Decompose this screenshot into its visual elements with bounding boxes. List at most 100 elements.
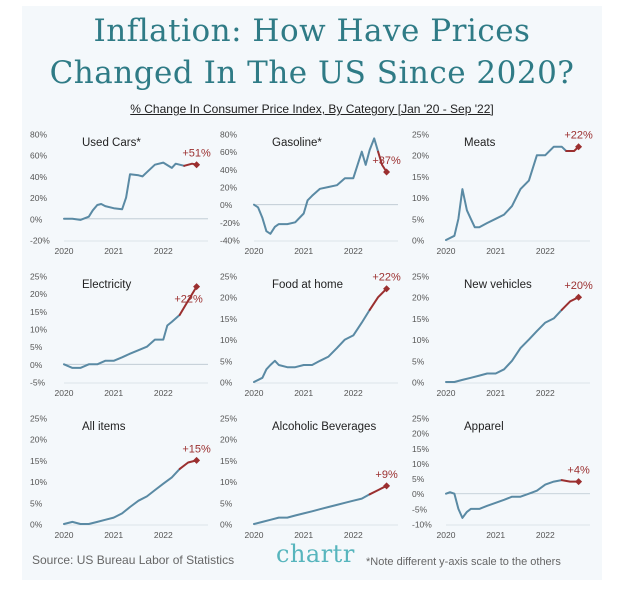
source-text: Source: US Bureau Labor of Statistics	[32, 553, 235, 567]
chart-svg: 25% 20% 15% 10% 5% 0% 2020 2021 2022 Food at home…	[220, 272, 401, 399]
end-value-label: +22%	[174, 294, 203, 306]
y-tick-label: 25%	[30, 414, 47, 424]
x-tick-label: 2021	[486, 246, 505, 256]
series-line	[63, 467, 181, 525]
y-tick-label: 10%	[220, 335, 237, 345]
end-value-label: +15%	[182, 443, 211, 455]
x-tick-label: 2021	[104, 388, 123, 398]
y-tick-label: 5%	[30, 498, 43, 508]
x-tick-label: 2022	[536, 246, 555, 256]
title-line-2: Changed In The US Since 2020?	[49, 55, 575, 91]
title-line-1: Inflation: How Have Prices	[93, 13, 531, 49]
y-tick-label: 25%	[412, 414, 429, 424]
end-point-marker	[383, 168, 391, 176]
end-value-label: +4%	[567, 465, 590, 477]
x-tick-label: 2020	[55, 388, 74, 398]
end-point-marker	[575, 143, 583, 151]
x-tick-label: 2022	[536, 388, 555, 398]
chart-svg: 25% 20% 15% 10% 5% 0% -5% 2020 2021 2022 Electrici…	[30, 272, 208, 398]
y-tick-label: 25%	[412, 272, 429, 282]
y-tick-label: 15%	[220, 456, 237, 466]
y-tick-label: -20%	[220, 218, 240, 228]
series-line	[445, 479, 563, 519]
y-tick-label: 5%	[412, 214, 425, 224]
y-tick-label: 25%	[30, 272, 47, 282]
panel-title: Electricity	[82, 279, 131, 291]
end-point-marker	[383, 285, 391, 293]
end-value-label: +9%	[375, 469, 398, 481]
x-tick-label: 2021	[294, 388, 313, 398]
y-tick-label: 0%	[30, 360, 43, 370]
y-tick-label: 60%	[30, 151, 47, 161]
chart-panel: 80% 60% 40% 20% 0% -20% 2020 2021 2022 Used Cars*…	[30, 128, 211, 260]
x-tick-label: 2022	[154, 246, 173, 256]
x-tick-label: 2020	[245, 530, 264, 540]
chart-subtitle: % Change In Consumer Price Index, By Cat…	[130, 102, 494, 116]
y-tick-label: 10%	[412, 459, 429, 469]
panel-title: Apparel	[464, 421, 504, 433]
y-tick-label: 0%	[30, 520, 43, 530]
series-line-recent	[178, 459, 198, 470]
chart-panel: 25% 20% 15% 10% 5% 0% 2020 2021 2022 All items +15…	[30, 412, 211, 544]
y-tick-label: 0%	[30, 214, 43, 224]
y-tick-label: 10%	[412, 335, 429, 345]
chart-panel: 25% 20% 15% 10% 5% 0% -5% -10% 2020 2021 2022 Appar…	[412, 412, 592, 544]
end-value-label: +37%	[372, 155, 401, 167]
y-tick-label: 20%	[220, 435, 237, 445]
panel-title: Food at home	[272, 279, 343, 291]
chart-svg: 25% 20% 15% 10% 5% 0% -5% -10% 2020 2021 2022 Appar…	[412, 414, 590, 540]
y-tick-label: 20%	[412, 293, 429, 303]
y-tick-label: 25%	[220, 414, 237, 424]
x-tick-label: 2021	[104, 530, 123, 540]
series-line	[445, 145, 568, 241]
y-tick-label: 15%	[412, 444, 429, 454]
x-tick-label: 2020	[437, 530, 456, 540]
chart-svg: 25% 20% 15% 10% 5% 0% 2020 2021 2022 Alcoholic Be…	[220, 414, 398, 540]
y-tick-label: 10%	[30, 325, 47, 335]
chart-panel: 25% 20% 15% 10% 5% 0% 2020 2021 2022 Alcoholic Be…	[220, 412, 400, 544]
chart-svg: 80% 60% 40% 20% 0% -20% -40% 2020 2021 2022 Gasoli…	[220, 130, 401, 257]
end-point-marker	[383, 482, 391, 490]
chart-svg: 25% 20% 15% 10% 5% 0% 2020 2021 2022 New vehicles…	[412, 272, 593, 399]
y-tick-label: 20%	[220, 293, 237, 303]
series-line-recent	[377, 150, 388, 173]
y-tick-label: 0%	[412, 489, 425, 499]
y-tick-label: 0%	[412, 378, 425, 388]
y-tick-label: 20%	[220, 183, 237, 193]
x-tick-label: 2020	[55, 246, 74, 256]
x-tick-label: 2022	[154, 388, 173, 398]
panel-title: All items	[82, 421, 126, 433]
x-tick-label: 2020	[55, 530, 74, 540]
end-point-marker	[193, 161, 201, 169]
y-tick-label: -5%	[30, 378, 46, 388]
end-point-marker	[193, 456, 201, 464]
panel-title: Alcoholic Beverages	[272, 421, 376, 433]
y-tick-label: 10%	[30, 477, 47, 487]
y-tick-label: 80%	[220, 130, 237, 140]
chart-svg: 25% 20% 15% 10% 5% 0% 2020 2021 2022 All items +15…	[30, 414, 211, 541]
panel-title: Gasoline*	[272, 137, 322, 149]
x-tick-label: 2022	[536, 530, 555, 540]
chart-svg: 80% 60% 40% 20% 0% -20% 2020 2021 2022 Used Cars*…	[30, 130, 211, 257]
y-tick-label: 15%	[30, 307, 47, 317]
end-value-label: +22%	[564, 130, 593, 142]
y-tick-label: -5%	[412, 504, 428, 514]
y-tick-label: 5%	[220, 356, 233, 366]
x-tick-label: 2022	[344, 388, 363, 398]
y-tick-label: 0%	[220, 378, 233, 388]
x-tick-label: 2021	[486, 388, 505, 398]
end-value-label: +20%	[564, 280, 593, 292]
y-tick-label: 20%	[412, 151, 429, 161]
y-tick-label: 25%	[412, 130, 429, 140]
y-tick-label: -10%	[412, 520, 432, 530]
x-tick-label: 2020	[245, 388, 264, 398]
y-tick-label: 15%	[412, 314, 429, 324]
x-tick-label: 2022	[154, 530, 173, 540]
chart-panel: 25% 20% 15% 10% 5% 0% 2020 2021 2022 Food at home…	[220, 270, 401, 402]
y-tick-label: 5%	[412, 474, 425, 484]
x-tick-label: 2020	[245, 246, 264, 256]
chart-panel: 80% 60% 40% 20% 0% -20% -40% 2020 2021 2022 Gasoli…	[220, 128, 401, 260]
y-tick-label: 40%	[30, 172, 47, 182]
y-tick-label: -40%	[220, 236, 240, 246]
y-tick-label: 10%	[412, 193, 429, 203]
